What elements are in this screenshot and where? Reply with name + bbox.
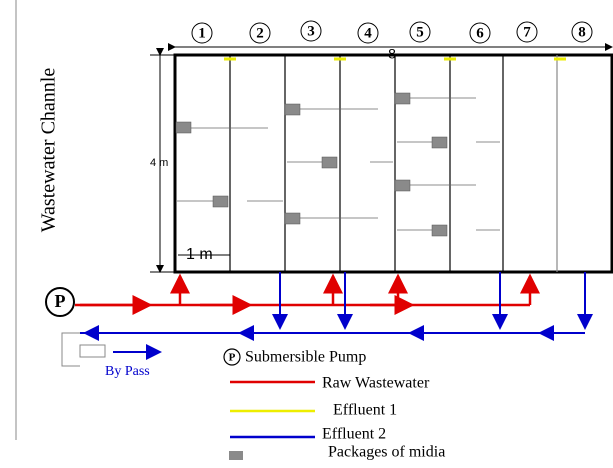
tank-number: 1	[198, 25, 206, 41]
tank-number: 4	[364, 25, 372, 41]
legend-symbol: P	[229, 352, 236, 364]
width-dimension: 8	[388, 46, 396, 62]
pump-symbol: P	[55, 291, 66, 311]
layout	[15, 0, 613, 460]
legend-label: Raw Wastewater	[322, 375, 430, 392]
legend-label: Submersible Pump	[245, 349, 366, 366]
tank-number: 7	[523, 24, 531, 40]
legend-label: Effluent 1	[333, 402, 397, 419]
legend-label: Effluent 2	[322, 426, 386, 443]
legend-label: Packages of midia	[328, 444, 445, 461]
tank-number: 5	[416, 24, 424, 40]
tank-number: 8	[578, 24, 586, 40]
unit-dimension: 1 m	[186, 246, 213, 263]
tank-number: 6	[476, 25, 484, 41]
height-dimension: 4 m	[150, 157, 168, 169]
tank-number: 2	[256, 25, 264, 41]
channel-label: Wastewater Channle	[38, 68, 60, 233]
tank-number: 3	[307, 23, 315, 39]
bypass-label: By Pass	[105, 364, 150, 379]
